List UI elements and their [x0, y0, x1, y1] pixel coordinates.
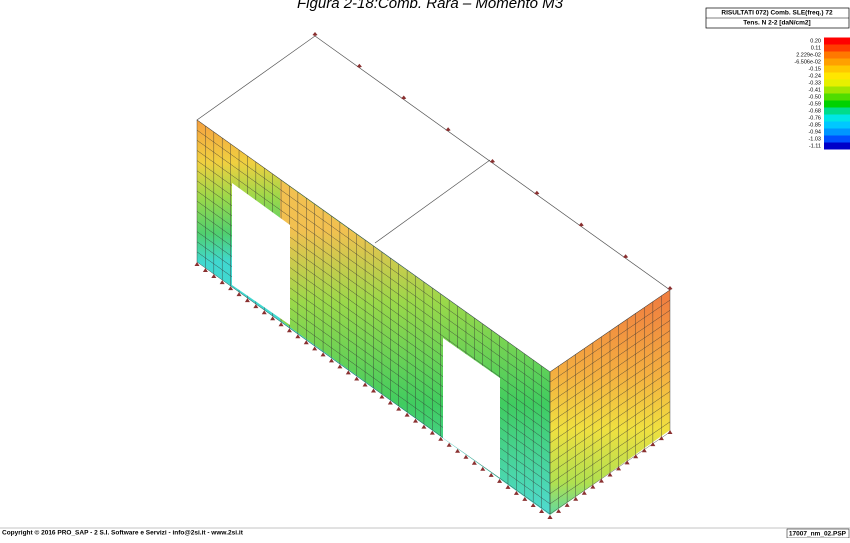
legend-swatch [824, 122, 850, 129]
legend-swatch [824, 115, 850, 122]
legend-swatch [824, 38, 850, 45]
legend-label: -1.11 [809, 143, 821, 149]
screen: Figura 2-18:Comb. Rara – Momento M3 RISU… [0, 0, 850, 538]
model-view [195, 32, 673, 519]
legend-label: -0.76 [808, 115, 821, 121]
legend-label: 2.229e-02 [796, 52, 821, 58]
legend-label: -0.50 [808, 94, 821, 100]
legend-swatch [824, 52, 850, 59]
support [313, 32, 318, 36]
legend-swatch [824, 45, 850, 52]
figure-title: Figura 2-18:Comb. Rara – Momento M3 [297, 0, 564, 12]
header-line: RISULTATI 072) Comb. SLE(freq.) 72 [721, 10, 833, 17]
copyright: Copyright © 2016 PRO_SAP - 2 S.I. Softwa… [2, 529, 244, 537]
legend-label: -0.94 [808, 129, 821, 135]
legend-swatch [824, 143, 850, 150]
legend-label: -0.85 [808, 122, 821, 128]
support [548, 515, 553, 519]
legend-swatch [824, 136, 850, 143]
result-header: RISULTATI 072) Comb. SLE(freq.) 72 Tens.… [706, 8, 849, 28]
file-name: 17007_nm_02.PSP [789, 531, 847, 538]
legend-label: -0.33 [808, 80, 821, 86]
legend-swatch [824, 73, 850, 80]
legend-label: -0.41 [808, 87, 821, 93]
legend-swatch [824, 129, 850, 136]
legend-label: -0.24 [808, 73, 821, 79]
legend-label: -0.59 [808, 101, 821, 107]
legend-swatch [824, 108, 850, 115]
legend-label: 0.20 [810, 38, 821, 44]
legend-label: -0.15 [808, 66, 821, 72]
legend-swatch [824, 87, 850, 94]
legend-swatch [824, 101, 850, 108]
legend-label: -1.03 [808, 136, 821, 142]
legend: 0.200.112.229e-02-6.506e-02-0.15-0.24-0.… [794, 38, 850, 150]
legend-swatch [824, 66, 850, 73]
legend-label: -6.506e-02 [794, 59, 821, 65]
legend-swatch [824, 59, 850, 66]
legend-label: -0.68 [808, 108, 821, 114]
header-line: Tens. N 2-2 [daN/cm2] [743, 20, 810, 27]
legend-swatch [824, 94, 850, 101]
legend-label: 0.11 [811, 45, 821, 51]
legend-swatch [824, 80, 850, 87]
